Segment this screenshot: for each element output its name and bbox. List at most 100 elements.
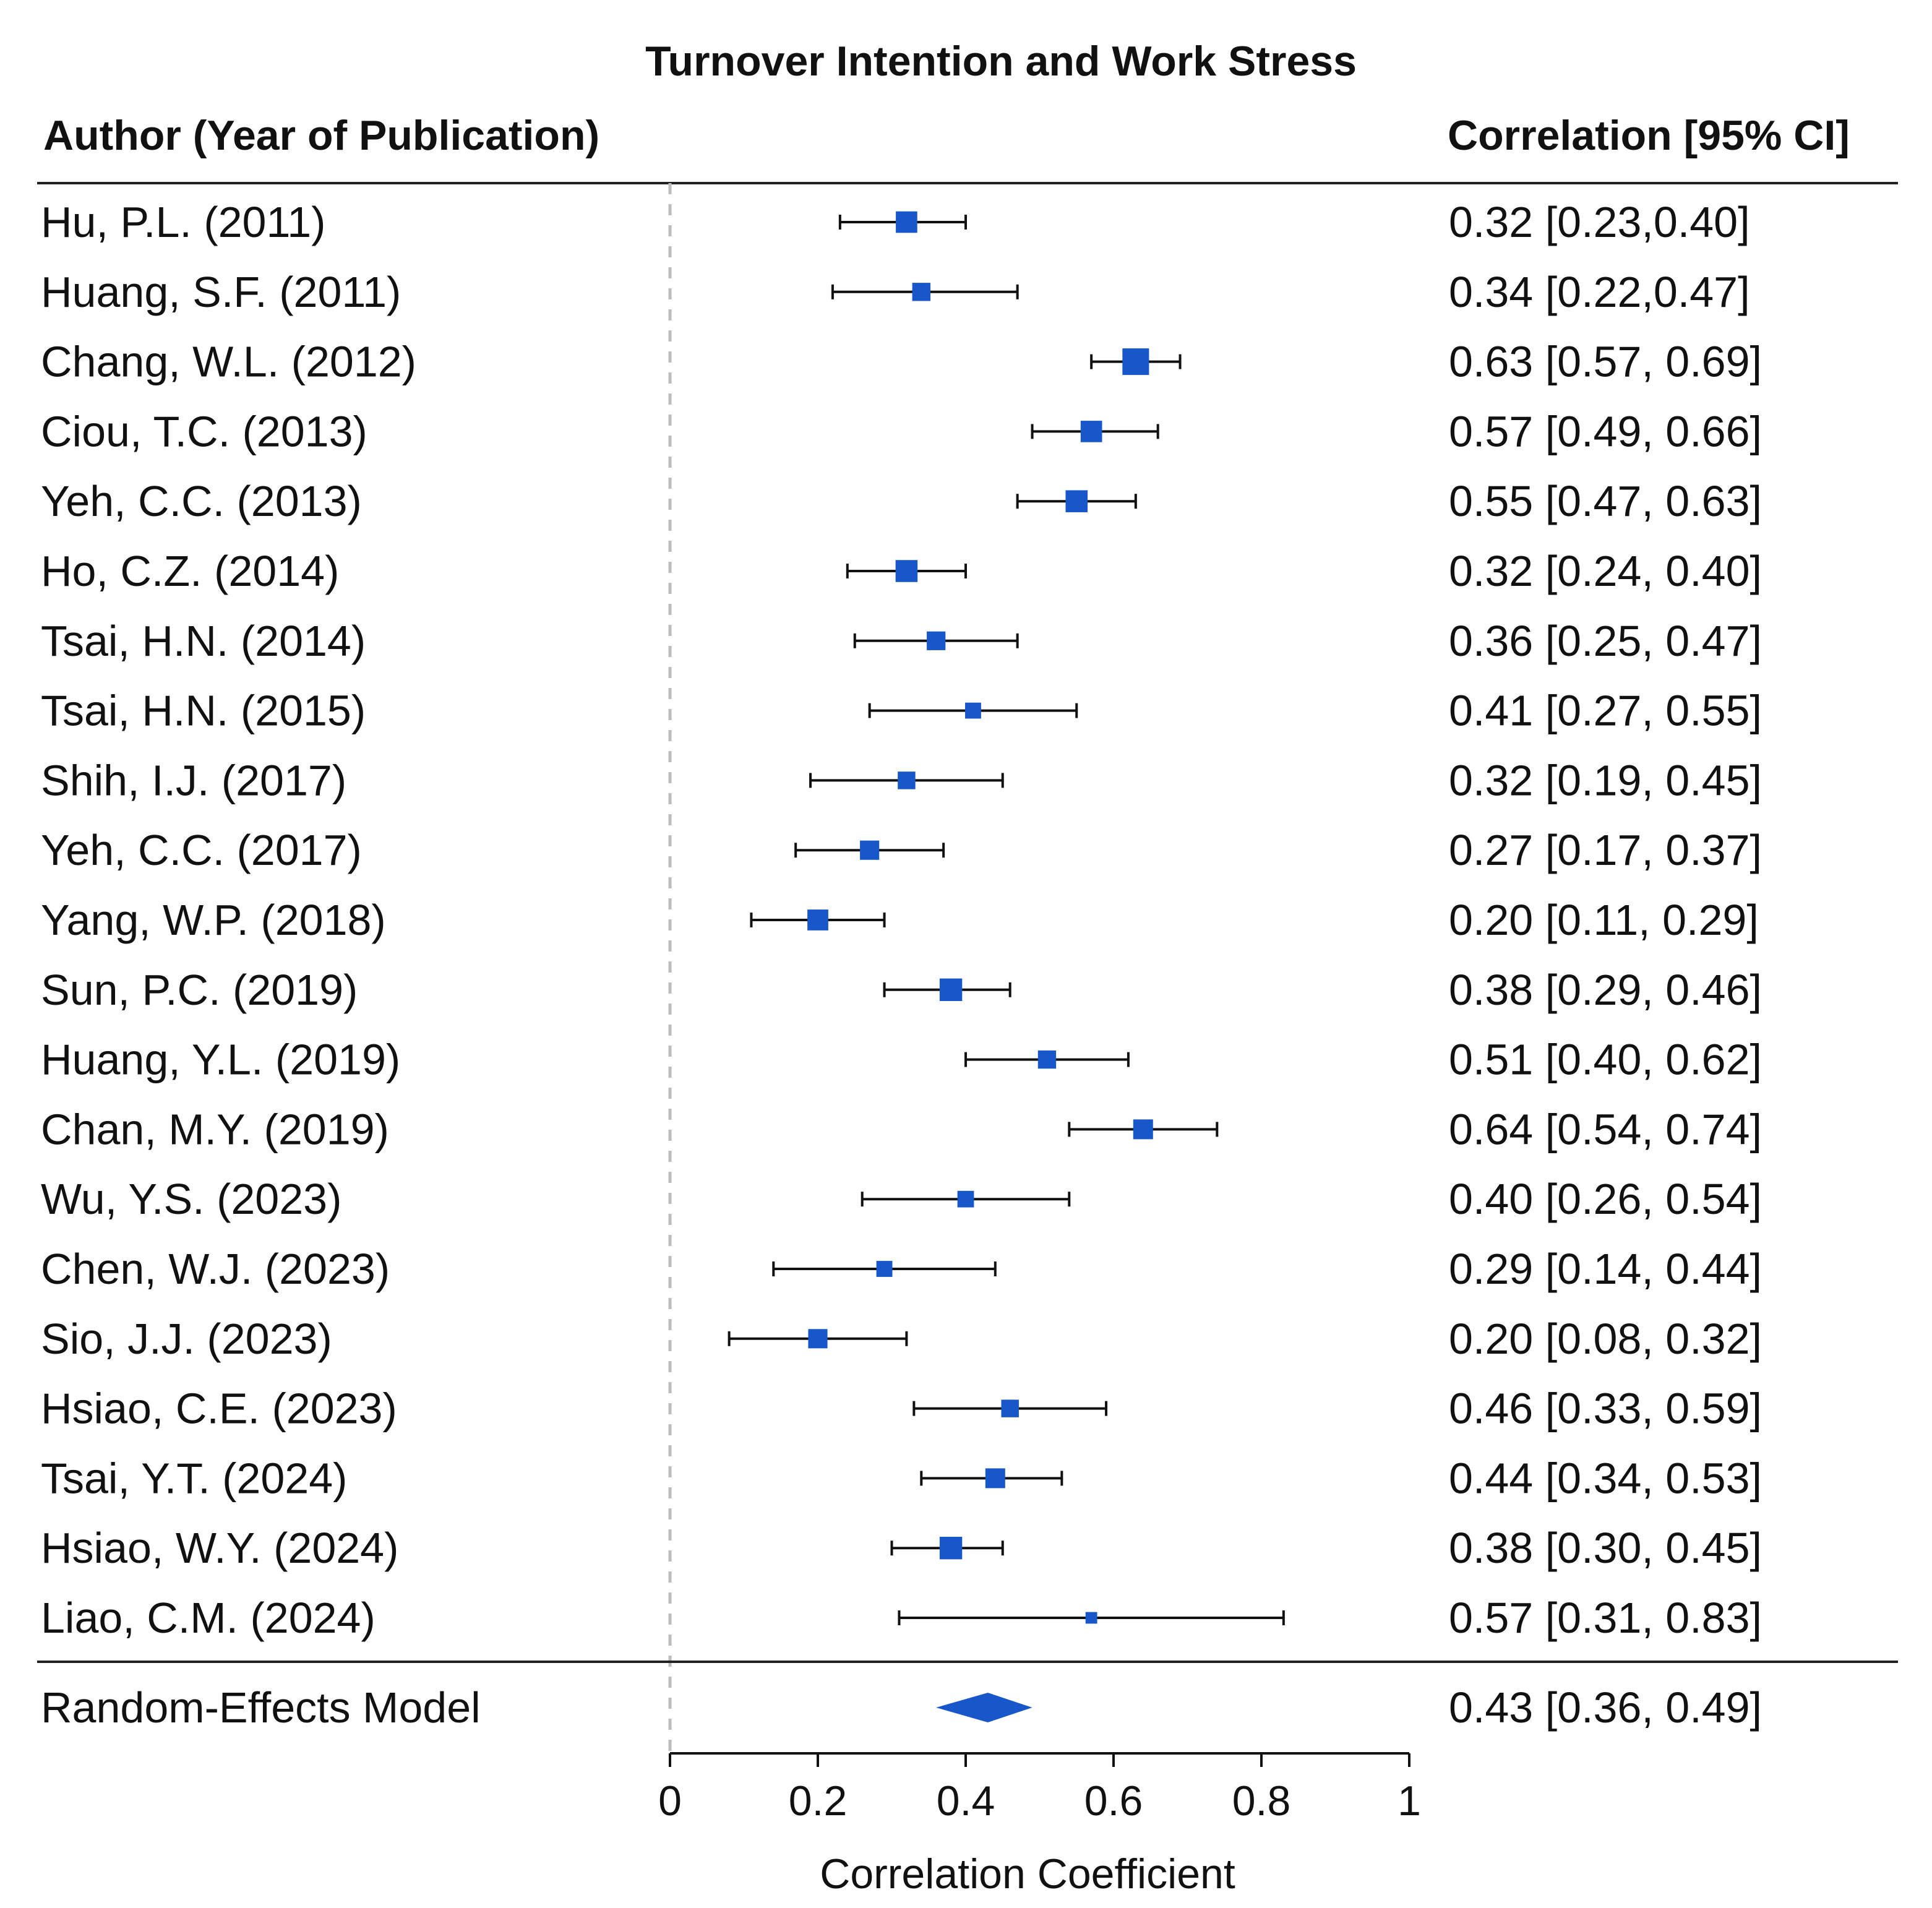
correlation-ci-text: 0.63 [0.57, 0.69]: [1449, 338, 1762, 386]
summary-ci-text: 0.43 [0.36, 0.49]: [1449, 1683, 1762, 1732]
point-estimate-marker: [898, 771, 916, 789]
study-label: Huang, S.F. (2011): [41, 268, 401, 316]
study-row: Chan, M.Y. (2019) 0.64 [0.54, 0.74]: [41, 1105, 1762, 1153]
summary-label: Random-Effects Model: [41, 1683, 481, 1732]
correlation-ci-text: 0.64 [0.54, 0.74]: [1449, 1105, 1762, 1153]
point-estimate-marker: [808, 1329, 828, 1349]
study-row: Tsai, H.N. (2015) 0.41 [0.27, 0.55]: [41, 687, 1762, 735]
study-row: Chen, W.J. (2023) 0.29 [0.14, 0.44]: [41, 1245, 1762, 1293]
point-estimate-marker: [1080, 421, 1102, 442]
study-row: Ho, C.Z. (2014) 0.32 [0.24, 0.40]: [41, 547, 1762, 595]
study-label: Chan, M.Y. (2019): [41, 1105, 389, 1153]
study-label: Ho, C.Z. (2014): [41, 547, 339, 595]
point-estimate-marker: [985, 1468, 1005, 1489]
study-label: Tsai, H.N. (2014): [41, 617, 366, 665]
study-label: Wu, Y.S. (2023): [41, 1175, 341, 1223]
study-row: Chang, W.L. (2012) 0.63 [0.57, 0.69]: [41, 338, 1762, 386]
summary-row: Random-Effects Model 0.43 [0.36, 0.49]: [41, 1683, 1762, 1732]
study-row: Hu, P.L. (2011) 0.32 [0.23,0.40]: [41, 198, 1750, 246]
study-label: Chen, W.J. (2023): [41, 1245, 390, 1293]
correlation-ci-text: 0.55 [0.47, 0.63]: [1449, 477, 1762, 525]
point-estimate-marker: [939, 1537, 963, 1560]
study-label: Huang, Y.L. (2019): [41, 1036, 400, 1084]
study-label: Yeh, C.C. (2017): [41, 826, 362, 874]
x-tick-label: 0.4: [937, 1777, 995, 1824]
correlation-ci-text: 0.46 [0.33, 0.59]: [1449, 1385, 1762, 1433]
correlation-ci-text: 0.27 [0.17, 0.37]: [1449, 826, 1762, 874]
study-row: Sun, P.C. (2019) 0.38 [0.29, 0.46]: [41, 966, 1762, 1014]
study-label: Liao, C.M. (2024): [41, 1594, 376, 1642]
point-estimate-marker: [912, 283, 930, 301]
point-estimate-marker: [1122, 348, 1149, 376]
correlation-ci-text: 0.40 [0.26, 0.54]: [1449, 1175, 1762, 1223]
point-estimate-marker: [895, 560, 918, 582]
point-estimate-marker: [1133, 1119, 1153, 1140]
point-estimate-marker: [1085, 1612, 1097, 1624]
correlation-ci-text: 0.36 [0.25, 0.47]: [1449, 617, 1762, 665]
study-label: Hsiao, C.E. (2023): [41, 1385, 397, 1433]
correlation-ci-text: 0.38 [0.30, 0.45]: [1449, 1524, 1762, 1572]
summary-diamond: [936, 1693, 1033, 1722]
correlation-ci-text: 0.20 [0.11, 0.29]: [1449, 896, 1759, 944]
right-column-header: Correlation [95% CI]: [1448, 112, 1850, 159]
point-estimate-marker: [1065, 490, 1088, 512]
correlation-ci-text: 0.57 [0.49, 0.66]: [1449, 407, 1762, 455]
point-estimate-marker: [1037, 1050, 1057, 1069]
correlation-ci-text: 0.41 [0.27, 0.55]: [1449, 687, 1762, 735]
correlation-ci-text: 0.57 [0.31, 0.83]: [1449, 1594, 1762, 1642]
point-estimate-marker: [807, 909, 828, 930]
study-label: Hu, P.L. (2011): [41, 198, 325, 246]
x-tick-label: 0.8: [1232, 1777, 1291, 1824]
x-tick-label: 0: [658, 1777, 682, 1824]
study-row: Tsai, H.N. (2014) 0.36 [0.25, 0.47]: [41, 617, 1762, 665]
study-label: Tsai, H.N. (2015): [41, 687, 366, 735]
point-estimate-marker: [957, 1190, 974, 1208]
chart-title: Turnover Intention and Work Stress: [645, 38, 1357, 85]
point-estimate-marker: [896, 211, 917, 233]
study-label: Hsiao, W.Y. (2024): [41, 1524, 398, 1572]
study-row: Sio, J.J. (2023) 0.20 [0.08, 0.32]: [41, 1315, 1762, 1363]
point-estimate-marker: [965, 702, 981, 719]
correlation-ci-text: 0.34 [0.22,0.47]: [1449, 268, 1750, 316]
correlation-ci-text: 0.32 [0.23,0.40]: [1449, 198, 1750, 246]
study-label: Chang, W.L. (2012): [41, 338, 416, 386]
study-label: Yang, W.P. (2018): [41, 896, 386, 944]
correlation-ci-text: 0.29 [0.14, 0.44]: [1449, 1245, 1762, 1293]
study-row: Tsai, Y.T. (2024) 0.44 [0.34, 0.53]: [41, 1454, 1762, 1502]
x-axis-label: Correlation Coefficient: [820, 1850, 1235, 1897]
x-axis: 0 0.2 0.4 0.6 0.8 1: [658, 1752, 1421, 1824]
study-label: Yeh, C.C. (2013): [41, 477, 362, 525]
x-tick-label: 0.6: [1084, 1777, 1143, 1824]
correlation-ci-text: 0.44 [0.34, 0.53]: [1449, 1454, 1762, 1502]
x-tick-label: 0.2: [789, 1777, 848, 1824]
study-label: Tsai, Y.T. (2024): [41, 1454, 347, 1502]
correlation-ci-text: 0.32 [0.24, 0.40]: [1449, 547, 1762, 595]
point-estimate-marker: [927, 631, 946, 650]
study-row: Huang, S.F. (2011) 0.34 [0.22,0.47]: [41, 268, 1750, 316]
study-row: Hsiao, C.E. (2023) 0.46 [0.33, 0.59]: [41, 1385, 1762, 1433]
correlation-ci-text: 0.32 [0.19, 0.45]: [1449, 756, 1762, 804]
study-row: Hsiao, W.Y. (2024) 0.38 [0.30, 0.45]: [41, 1524, 1762, 1572]
study-row: Huang, Y.L. (2019) 0.51 [0.40, 0.62]: [41, 1036, 1762, 1084]
x-tick-label: 1: [1397, 1777, 1421, 1824]
point-estimate-marker: [860, 840, 880, 860]
study-label: Ciou, T.C. (2013): [41, 407, 367, 455]
correlation-ci-text: 0.51 [0.40, 0.62]: [1449, 1036, 1762, 1084]
left-column-header: Author (Year of Publication): [43, 112, 599, 159]
point-estimate-marker: [939, 978, 963, 1001]
study-label: Shih, I.J. (2017): [41, 756, 346, 804]
study-label: Sio, J.J. (2023): [41, 1315, 332, 1363]
study-row: Yang, W.P. (2018) 0.20 [0.11, 0.29]: [41, 896, 1759, 944]
study-row: Yeh, C.C. (2017) 0.27 [0.17, 0.37]: [41, 826, 1762, 874]
study-row: Ciou, T.C. (2013) 0.57 [0.49, 0.66]: [41, 407, 1762, 455]
study-label: Sun, P.C. (2019): [41, 966, 358, 1014]
correlation-ci-text: 0.38 [0.29, 0.46]: [1449, 966, 1762, 1014]
study-row: Shih, I.J. (2017) 0.32 [0.19, 0.45]: [41, 756, 1762, 804]
point-estimate-marker: [876, 1261, 893, 1277]
study-row: Liao, C.M. (2024) 0.57 [0.31, 0.83]: [41, 1594, 1762, 1642]
correlation-ci-text: 0.20 [0.08, 0.32]: [1449, 1315, 1762, 1363]
point-estimate-marker: [1001, 1399, 1019, 1417]
study-row: Wu, Y.S. (2023) 0.40 [0.26, 0.54]: [41, 1175, 1762, 1223]
